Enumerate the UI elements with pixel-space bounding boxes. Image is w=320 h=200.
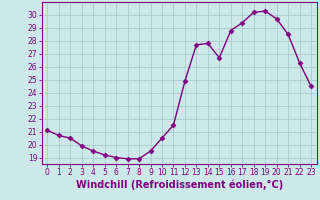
- X-axis label: Windchill (Refroidissement éolien,°C): Windchill (Refroidissement éolien,°C): [76, 180, 283, 190]
